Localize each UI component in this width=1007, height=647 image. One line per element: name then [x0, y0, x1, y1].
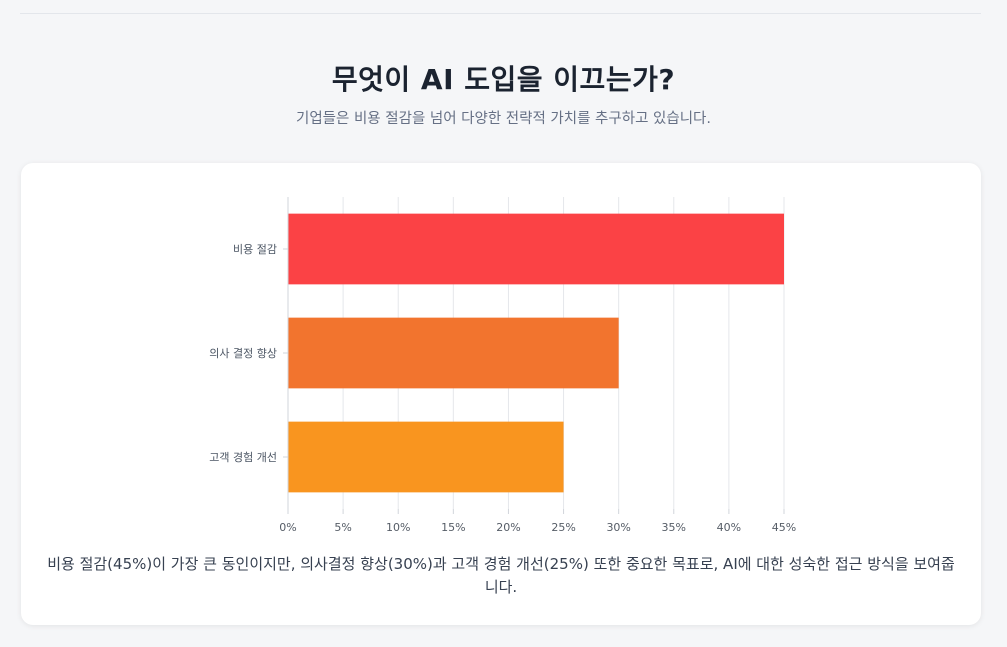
- category-label: 비용 절감: [233, 243, 277, 256]
- axes: [283, 197, 785, 514]
- x-tick-label: 10%: [386, 521, 410, 534]
- bar-1: [288, 213, 784, 285]
- page-title: 무엇이 AI 도입을 이끄는가?: [331, 63, 676, 96]
- x-tick-label: 35%: [662, 521, 686, 534]
- bars: [288, 213, 784, 493]
- x-tick-label: 40%: [717, 521, 741, 534]
- bar-2: [288, 317, 619, 389]
- x-tick-label: 20%: [496, 521, 520, 534]
- x-tick-label: 0%: [279, 521, 296, 534]
- x-tick-label: 45%: [772, 521, 796, 534]
- page-subtitle: 기업들은 비용 절감을 넘어 다양한 전략적 가치를 추구하고 있습니다.: [296, 111, 711, 127]
- x-tick-label: 5%: [334, 521, 351, 534]
- page-header: 무엇이 AI 도입을 이끄는가? 기업들은 비용 절감을 넘어 다양한 전략적 …: [0, 60, 1007, 130]
- x-tick-label: 15%: [441, 521, 465, 534]
- bar-3: [288, 421, 564, 493]
- x-tick-label: 25%: [551, 521, 575, 534]
- x-tick-label: 30%: [606, 521, 630, 534]
- category-label: 고객 경험 개선: [209, 451, 277, 464]
- category-label: 의사 결정 향상: [209, 347, 277, 360]
- top-divider: [20, 13, 981, 14]
- chart-caption: 비용 절감(45%)이 가장 큰 동인이지만, 의사결정 향상(30%)과 고객…: [47, 555, 955, 596]
